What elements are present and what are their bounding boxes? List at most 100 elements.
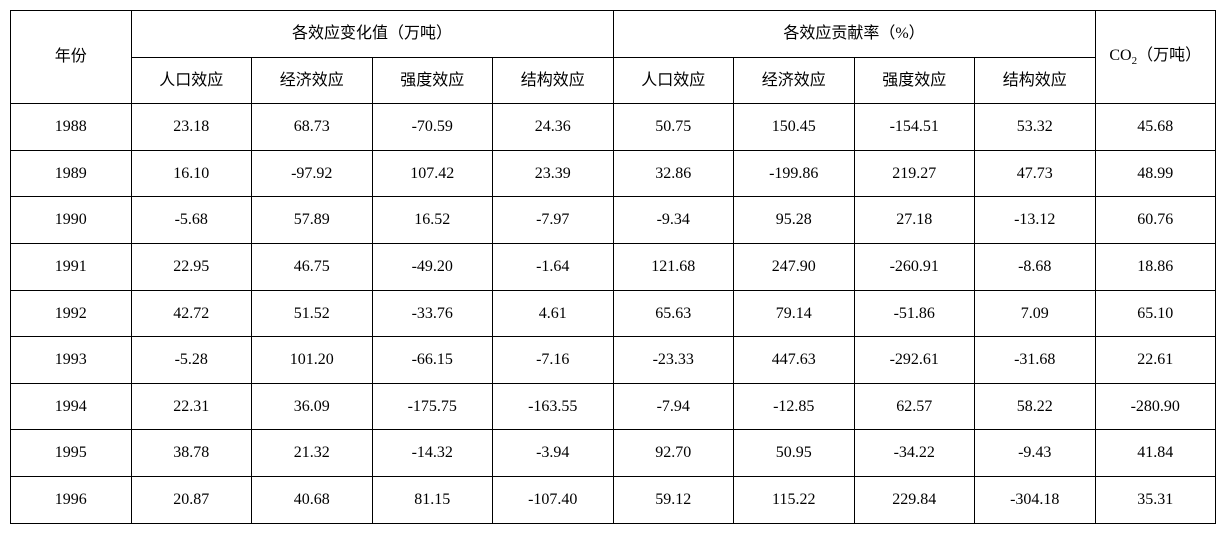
table-cell: -23.33 <box>613 337 734 384</box>
table-cell: -163.55 <box>493 383 614 430</box>
table-row: 199422.3136.09-175.75-163.55-7.94-12.856… <box>11 383 1216 430</box>
header-sub-7: 强度效应 <box>854 57 975 104</box>
table-cell: 41.84 <box>1095 430 1216 477</box>
header-sub-5: 人口效应 <box>613 57 734 104</box>
table-cell: 46.75 <box>252 243 373 290</box>
table-cell: -292.61 <box>854 337 975 384</box>
table-cell: 1992 <box>11 290 132 337</box>
table-cell: 1989 <box>11 150 132 197</box>
table-cell: 23.39 <box>493 150 614 197</box>
table-cell: 121.68 <box>613 243 734 290</box>
table-cell: 32.86 <box>613 150 734 197</box>
table-cell: -33.76 <box>372 290 493 337</box>
header-group-change: 各效应变化值（万吨） <box>131 11 613 58</box>
table-cell: -34.22 <box>854 430 975 477</box>
table-cell: 22.61 <box>1095 337 1216 384</box>
table-cell: 95.28 <box>734 197 855 244</box>
table-cell: 36.09 <box>252 383 373 430</box>
table-cell: -107.40 <box>493 476 614 523</box>
table-row: 1993-5.28101.20-66.15-7.16-23.33447.63-2… <box>11 337 1216 384</box>
table-cell: 115.22 <box>734 476 855 523</box>
table-cell: -3.94 <box>493 430 614 477</box>
table-cell: 107.42 <box>372 150 493 197</box>
table-cell: -7.94 <box>613 383 734 430</box>
table-cell: 16.52 <box>372 197 493 244</box>
table-cell: -7.16 <box>493 337 614 384</box>
table-cell: 22.31 <box>131 383 252 430</box>
table-body: 198823.1868.73-70.5924.3650.75150.45-154… <box>11 104 1216 523</box>
table-cell: -7.97 <box>493 197 614 244</box>
table-row: 1990-5.6857.8916.52-7.97-9.3495.2827.18-… <box>11 197 1216 244</box>
table-cell: -304.18 <box>975 476 1096 523</box>
table-cell: 35.31 <box>1095 476 1216 523</box>
table-cell: 1991 <box>11 243 132 290</box>
table-cell: -5.28 <box>131 337 252 384</box>
table-cell: -199.86 <box>734 150 855 197</box>
table-cell: 22.95 <box>131 243 252 290</box>
table-cell: -1.64 <box>493 243 614 290</box>
table-cell: 38.78 <box>131 430 252 477</box>
header-sub-4: 结构效应 <box>493 57 614 104</box>
table-row: 199242.7251.52-33.764.6165.6379.14-51.86… <box>11 290 1216 337</box>
table-cell: 50.75 <box>613 104 734 151</box>
table-row: 198823.1868.73-70.5924.3650.75150.45-154… <box>11 104 1216 151</box>
table-cell: 48.99 <box>1095 150 1216 197</box>
table-cell: 4.61 <box>493 290 614 337</box>
header-year: 年份 <box>11 11 132 104</box>
table-cell: 62.57 <box>854 383 975 430</box>
co2-prefix: CO <box>1109 47 1131 64</box>
header-group-contribution: 各效应贡献率（%） <box>613 11 1095 58</box>
table-cell: 50.95 <box>734 430 855 477</box>
table-cell: 59.12 <box>613 476 734 523</box>
table-cell: 7.09 <box>975 290 1096 337</box>
table-cell: 40.68 <box>252 476 373 523</box>
table-cell: -14.32 <box>372 430 493 477</box>
table-cell: 60.76 <box>1095 197 1216 244</box>
table-cell: 81.15 <box>372 476 493 523</box>
header-sub-8: 结构效应 <box>975 57 1096 104</box>
table-cell: 45.68 <box>1095 104 1216 151</box>
table-cell: -9.34 <box>613 197 734 244</box>
header-sub-2: 经济效应 <box>252 57 373 104</box>
table-cell: -8.68 <box>975 243 1096 290</box>
table-cell: 21.32 <box>252 430 373 477</box>
header-row-1: 年份 各效应变化值（万吨） 各效应贡献率（%） CO2（万吨） <box>11 11 1216 58</box>
table-cell: 57.89 <box>252 197 373 244</box>
table-cell: 1993 <box>11 337 132 384</box>
table-row: 198916.10-97.92107.4223.3932.86-199.8621… <box>11 150 1216 197</box>
effects-table: 年份 各效应变化值（万吨） 各效应贡献率（%） CO2（万吨） 人口效应 经济效… <box>10 10 1216 524</box>
table-cell: 247.90 <box>734 243 855 290</box>
table-header: 年份 各效应变化值（万吨） 各效应贡献率（%） CO2（万吨） 人口效应 经济效… <box>11 11 1216 104</box>
table-cell: -66.15 <box>372 337 493 384</box>
table-cell: 229.84 <box>854 476 975 523</box>
table-cell: 24.36 <box>493 104 614 151</box>
table-row: 199620.8740.6881.15-107.4059.12115.22229… <box>11 476 1216 523</box>
table-cell: 47.73 <box>975 150 1096 197</box>
table-cell: -9.43 <box>975 430 1096 477</box>
table-cell: 20.87 <box>131 476 252 523</box>
table-cell: 150.45 <box>734 104 855 151</box>
table-cell: -12.85 <box>734 383 855 430</box>
table-cell: 1988 <box>11 104 132 151</box>
table-cell: -31.68 <box>975 337 1096 384</box>
table-cell: -70.59 <box>372 104 493 151</box>
table-cell: -5.68 <box>131 197 252 244</box>
table-cell: 1990 <box>11 197 132 244</box>
table-row: 199122.9546.75-49.20-1.64121.68247.90-26… <box>11 243 1216 290</box>
table-cell: 1995 <box>11 430 132 477</box>
header-co2: CO2（万吨） <box>1095 11 1216 104</box>
table-cell: 51.52 <box>252 290 373 337</box>
co2-suffix: （万吨） <box>1137 47 1201 64</box>
table-cell: 42.72 <box>131 290 252 337</box>
table-cell: 18.86 <box>1095 243 1216 290</box>
table-cell: 1994 <box>11 383 132 430</box>
table-cell: 219.27 <box>854 150 975 197</box>
header-sub-6: 经济效应 <box>734 57 855 104</box>
table-cell: 447.63 <box>734 337 855 384</box>
table-cell: 23.18 <box>131 104 252 151</box>
table-cell: -97.92 <box>252 150 373 197</box>
table-cell: 92.70 <box>613 430 734 477</box>
table-cell: -154.51 <box>854 104 975 151</box>
table-cell: 58.22 <box>975 383 1096 430</box>
table-cell: 16.10 <box>131 150 252 197</box>
